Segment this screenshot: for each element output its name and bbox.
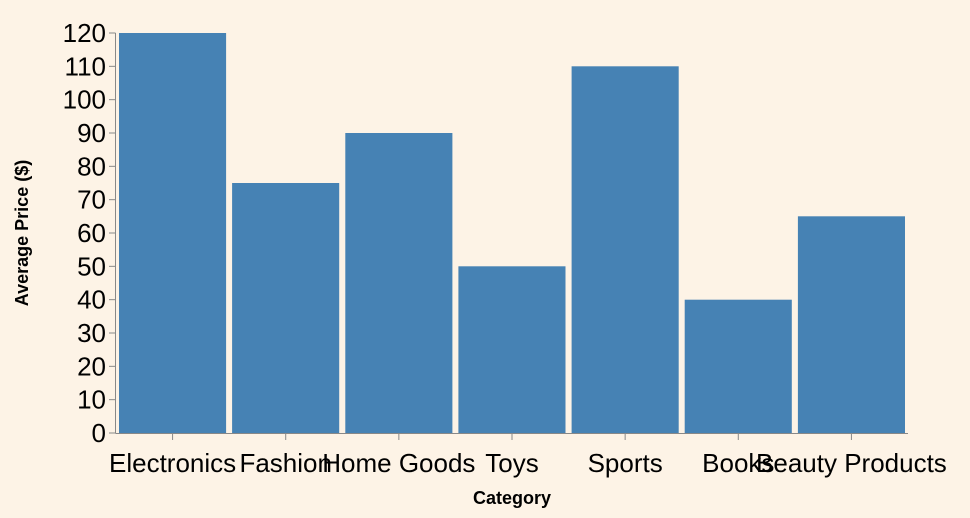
y-tick-label: 50 (77, 251, 106, 281)
y-axis-title: Average Price ($) (12, 160, 32, 306)
y-tick-label: 40 (77, 285, 106, 315)
y-tick-label: 20 (77, 351, 106, 381)
y-tick-label: 80 (77, 151, 106, 181)
y-tick-label: 120 (63, 18, 106, 48)
bar-beauty-products (797, 216, 905, 433)
bar-books (684, 299, 792, 433)
x-tick-label: Fashion (239, 448, 332, 478)
bar-sports (571, 66, 679, 434)
bar-electronics (119, 33, 227, 433)
x-tick-label: Home Goods (322, 448, 475, 478)
x-tick-label: Beauty Products (756, 448, 947, 478)
bar-toys (458, 266, 566, 433)
y-tick-label: 60 (77, 218, 106, 248)
y-tick-label: 10 (77, 385, 106, 415)
bars-group (119, 33, 905, 434)
bar-home-goods (345, 133, 453, 433)
y-tick-label: 110 (65, 51, 106, 81)
x-tick-label: Books (702, 448, 774, 478)
y-tick-label: 90 (77, 118, 106, 148)
x-tick-label: Toys (485, 448, 538, 478)
y-tick-label: 0 (92, 418, 106, 448)
y-tick-label: 100 (63, 85, 106, 115)
x-tick-label: Sports (588, 448, 663, 478)
x-axis-title: Category (473, 488, 551, 508)
bar-fashion (232, 183, 340, 433)
x-tick-label: Electronics (109, 448, 236, 478)
y-tick-label: 30 (77, 318, 106, 348)
y-tick-label: 70 (77, 185, 106, 215)
